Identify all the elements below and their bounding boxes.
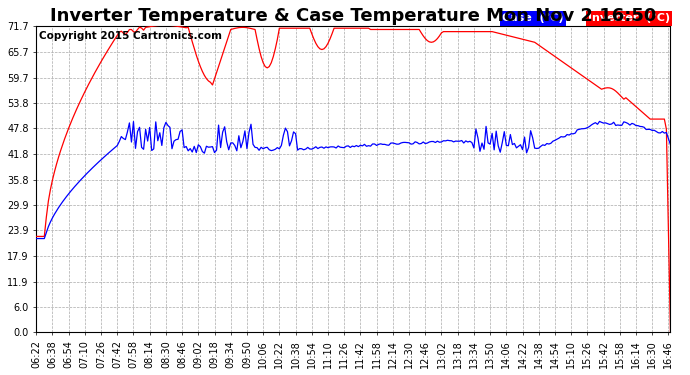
Text: Copyright 2015 Cartronics.com: Copyright 2015 Cartronics.com bbox=[39, 31, 222, 41]
Title: Inverter Temperature & Case Temperature Mon Nov 2 16:50: Inverter Temperature & Case Temperature … bbox=[50, 7, 656, 25]
Text: Inverter  (°C): Inverter (°C) bbox=[588, 13, 670, 24]
Text: Case  (°C): Case (°C) bbox=[502, 13, 564, 24]
